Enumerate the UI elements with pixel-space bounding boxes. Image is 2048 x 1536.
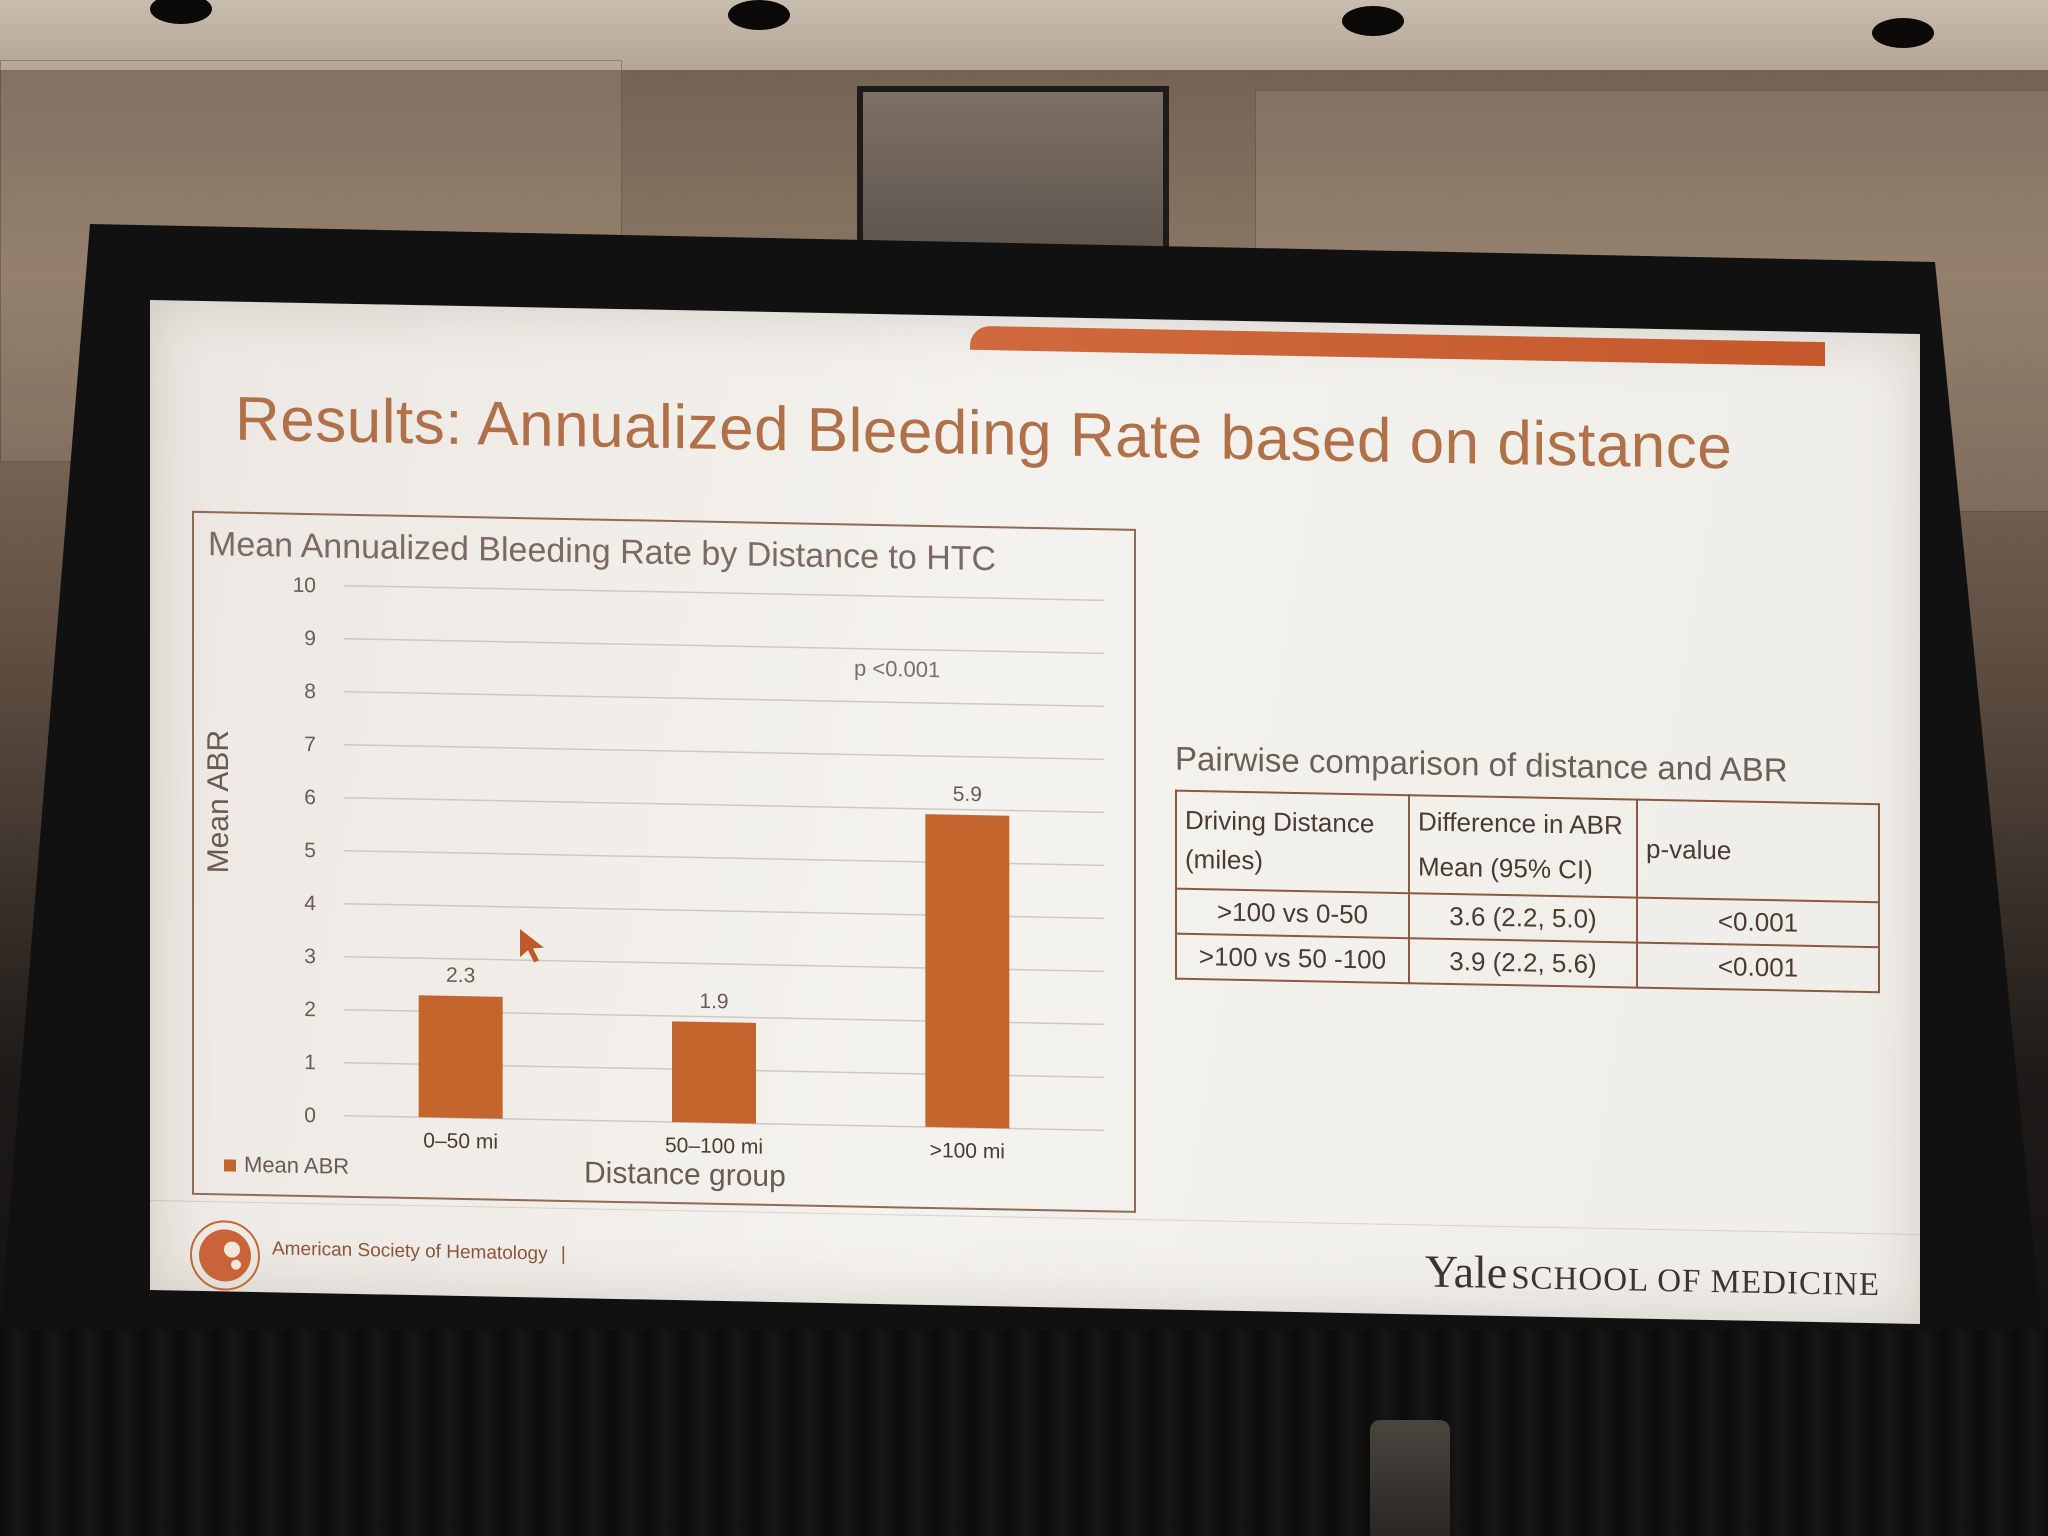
table-title: Pairwise comparison of distance and ABR	[1175, 739, 1788, 789]
slide-title: Results: Annualized Bleeding Rate based …	[235, 384, 1733, 483]
table-header-row: Driving Distance (miles) Difference in A…	[1176, 790, 1879, 903]
data-label: 2.3	[446, 964, 475, 988]
bar-chart: Mean Annualized Bleeding Rate by Distanc…	[192, 510, 1136, 1213]
table-cell: >100 vs 0-50	[1176, 888, 1409, 939]
y-tick-label: 2	[304, 998, 316, 1021]
bar	[925, 814, 1010, 1129]
table-cell: <0.001	[1637, 897, 1879, 948]
y-tick-label: 9	[304, 627, 316, 650]
y-axis-label: Mean ABR	[202, 729, 235, 874]
gridline	[344, 637, 1104, 655]
header-driving-distance: Driving Distance (miles)	[1176, 790, 1409, 894]
x-tick-label: 0–50 mi	[423, 1129, 498, 1153]
footer-yale: Yale SCHOOL OF MEDICINE	[1425, 1244, 1880, 1306]
legend-label: Mean ABR	[244, 1151, 350, 1179]
table-cell: <0.001	[1637, 942, 1879, 993]
y-tick-label: 8	[304, 680, 316, 703]
table-cell: >100 vs 50 -100	[1176, 933, 1409, 984]
ceiling	[0, 0, 2048, 70]
ash-logo-icon	[190, 1220, 260, 1291]
y-tick-label: 7	[304, 733, 316, 756]
y-tick-label: 5	[304, 839, 316, 862]
y-tick-label: 6	[304, 786, 316, 809]
ceiling-light	[728, 0, 790, 30]
stage-curtain	[0, 1330, 2048, 1536]
ceiling-light	[1872, 18, 1934, 48]
footer-separator: |	[560, 1243, 566, 1265]
x-axis-label: Distance group	[584, 1156, 786, 1194]
footer-ash-label: American Society of Hematology	[272, 1238, 548, 1265]
podium-microphone	[1370, 1420, 1450, 1536]
legend-swatch	[224, 1159, 236, 1172]
cursor-icon	[520, 929, 544, 963]
yale-wordmark: Yale	[1424, 1245, 1508, 1299]
x-tick-label: >100 mi	[930, 1139, 1005, 1163]
chart-annotation: p <0.001	[854, 655, 941, 683]
table-cell: 3.6 (2.2, 5.0)	[1409, 893, 1637, 943]
ceiling-vent	[857, 86, 1169, 268]
footer-ash: American Society of Hematology |	[272, 1238, 566, 1266]
x-tick-label: 50–100 mi	[665, 1134, 763, 1159]
header-p-value: p-value	[1637, 799, 1879, 903]
bar	[672, 1021, 756, 1124]
yale-school-label: SCHOOL OF MEDICINE	[1511, 1260, 1880, 1304]
comparison-table: Driving Distance (miles) Difference in A…	[1175, 790, 1880, 994]
ceiling-light	[150, 0, 212, 24]
gridline	[344, 743, 1104, 761]
data-label: 5.9	[953, 783, 982, 807]
chart-canvas: 0 1 2 3 4 5 6 7 8 9 10 2.3 0–50 mi 1.9 50–100 mi 5.9 >10…	[293, 574, 1104, 1163]
gridline	[344, 690, 1104, 708]
header-difference: Difference in ABR Mean (95% CI)	[1409, 795, 1637, 898]
ceiling-light	[1342, 6, 1404, 36]
y-tick-label: 10	[293, 574, 316, 597]
header-difference-label: Difference in ABR	[1418, 806, 1623, 841]
data-label: 1.9	[699, 990, 728, 1014]
header-difference-sub: Mean (95% CI)	[1418, 851, 1593, 885]
y-tick-label: 1	[304, 1051, 316, 1074]
gridline	[344, 584, 1104, 602]
bar	[418, 995, 503, 1119]
gridline	[344, 796, 1104, 814]
y-tick-label: 0	[304, 1104, 316, 1127]
table-cell: 3.9 (2.2, 5.6)	[1409, 938, 1637, 988]
y-tick-label: 3	[304, 945, 316, 968]
slide-accent-bar	[970, 325, 1825, 367]
chart-legend: Mean ABR	[224, 1151, 349, 1179]
presentation-slide: Results: Annualized Bleeding Rate based …	[150, 300, 1920, 1324]
y-tick-label: 4	[304, 892, 316, 915]
